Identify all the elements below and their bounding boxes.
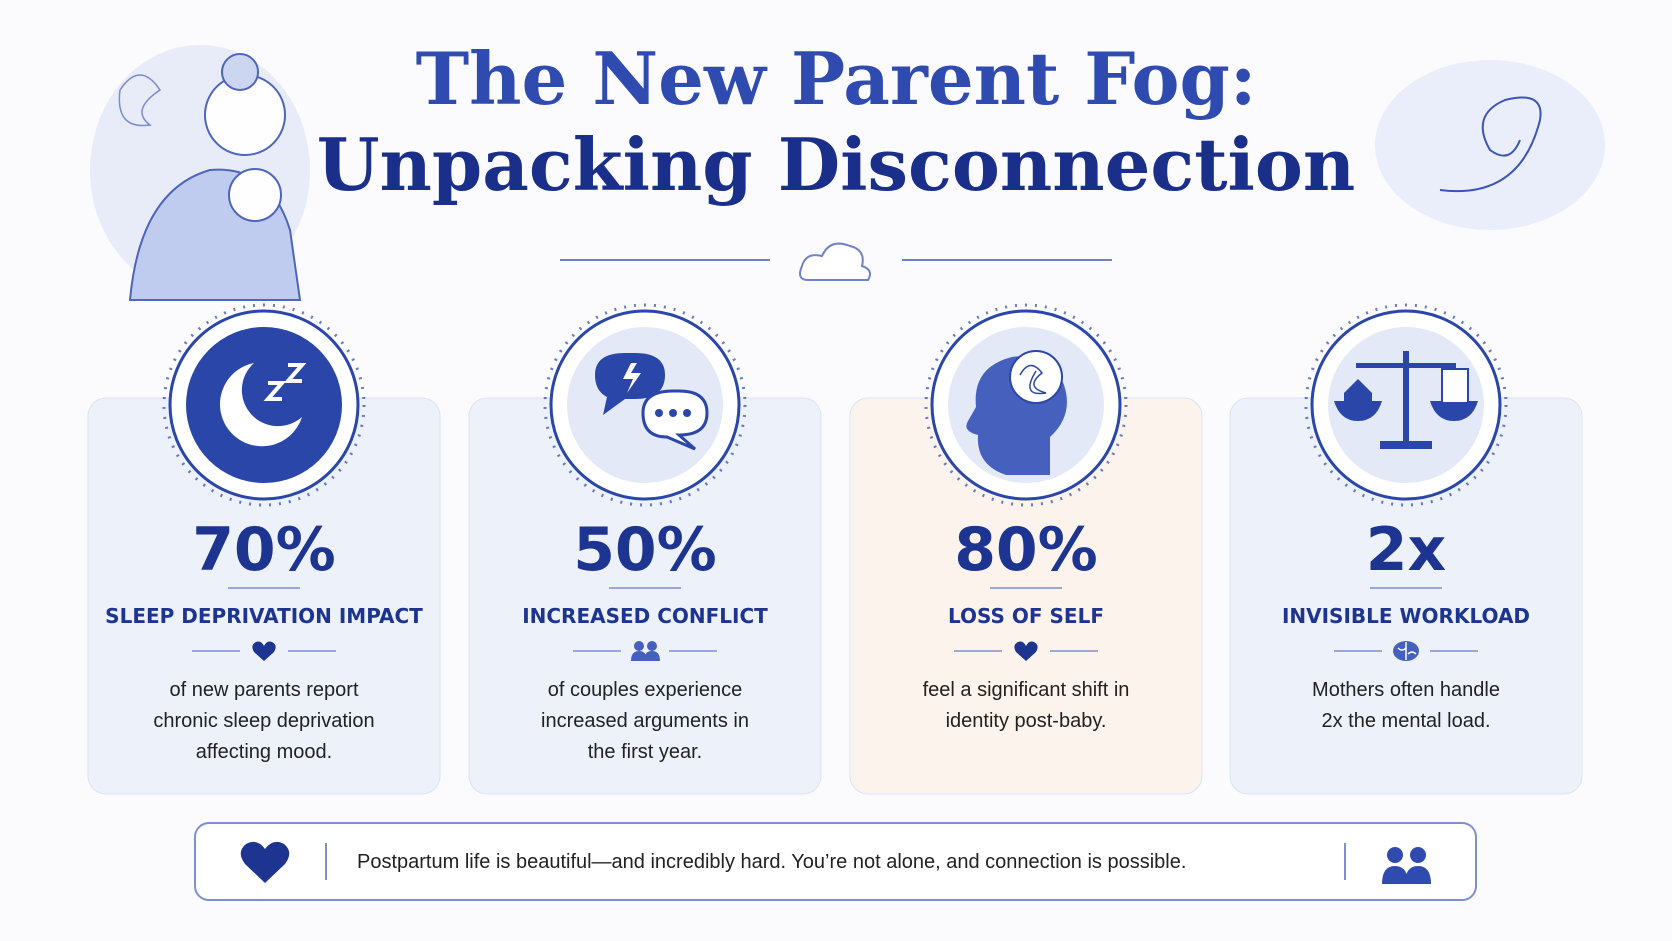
stat-label: LOSS OF SELF <box>948 604 1104 628</box>
icon-ring-dots <box>1304 303 1508 507</box>
cards: 70% SLEEP DEPRIVATION IMPACT of new parent… <box>87 303 1583 795</box>
stat-label: INVISIBLE WORKLOAD <box>1282 604 1530 628</box>
title-divider <box>560 242 1112 281</box>
mother-illustration <box>90 45 310 301</box>
description-line: the first year. <box>588 741 703 763</box>
description-line: affecting mood. <box>196 741 332 763</box>
description-line: increased arguments in <box>541 710 749 732</box>
stat-value: 50% <box>573 515 717 585</box>
small-icon <box>252 641 276 661</box>
stat-value: 2x <box>1366 515 1446 585</box>
stat-card: 2x INVISIBLE WORKLOAD Mothers often handle… <box>1229 303 1583 795</box>
description-line: of new parents report <box>170 679 359 701</box>
card-icon <box>1328 327 1484 483</box>
description-line: 2x the mental load. <box>1322 710 1491 732</box>
stat-value: 70% <box>192 515 336 585</box>
card-icon <box>186 327 342 483</box>
card-icon <box>567 327 723 483</box>
card-icon <box>948 327 1104 483</box>
stat-card: 80% LOSS OF SELF feel a significant shift … <box>849 303 1203 795</box>
stat-label: SLEEP DEPRIVATION IMPACT <box>105 604 423 628</box>
small-icon <box>631 641 660 661</box>
icon-ring-dots <box>924 303 1128 507</box>
description-line: feel a significant shift in <box>923 679 1130 701</box>
footer: Postpartum life is beautiful—and incredi… <box>194 822 1477 901</box>
icon-ring-dots <box>162 303 366 507</box>
stat-card: 70% SLEEP DEPRIVATION IMPACT of new parent… <box>87 303 441 795</box>
title-line: The New Parent Fog: <box>416 36 1257 121</box>
description-line: Mothers often handle <box>1312 679 1500 701</box>
small-icon <box>1014 641 1038 661</box>
icon-ring-dots <box>543 303 747 507</box>
description-line: chronic sleep deprivation <box>153 710 374 732</box>
swirl-illustration <box>1375 60 1605 230</box>
stat-value: 80% <box>954 515 1098 585</box>
description-line: identity post-baby. <box>946 710 1107 732</box>
title-line: Unpacking Disconnection <box>317 122 1355 207</box>
stat-label: INCREASED CONFLICT <box>522 604 768 628</box>
stat-card: 50% INCREASED CONFLICT of couples experien… <box>468 303 822 795</box>
description-line: of couples experience <box>548 679 743 701</box>
footer-text: Postpartum life is beautiful—and incredi… <box>357 851 1186 873</box>
small-icon <box>1393 641 1419 661</box>
